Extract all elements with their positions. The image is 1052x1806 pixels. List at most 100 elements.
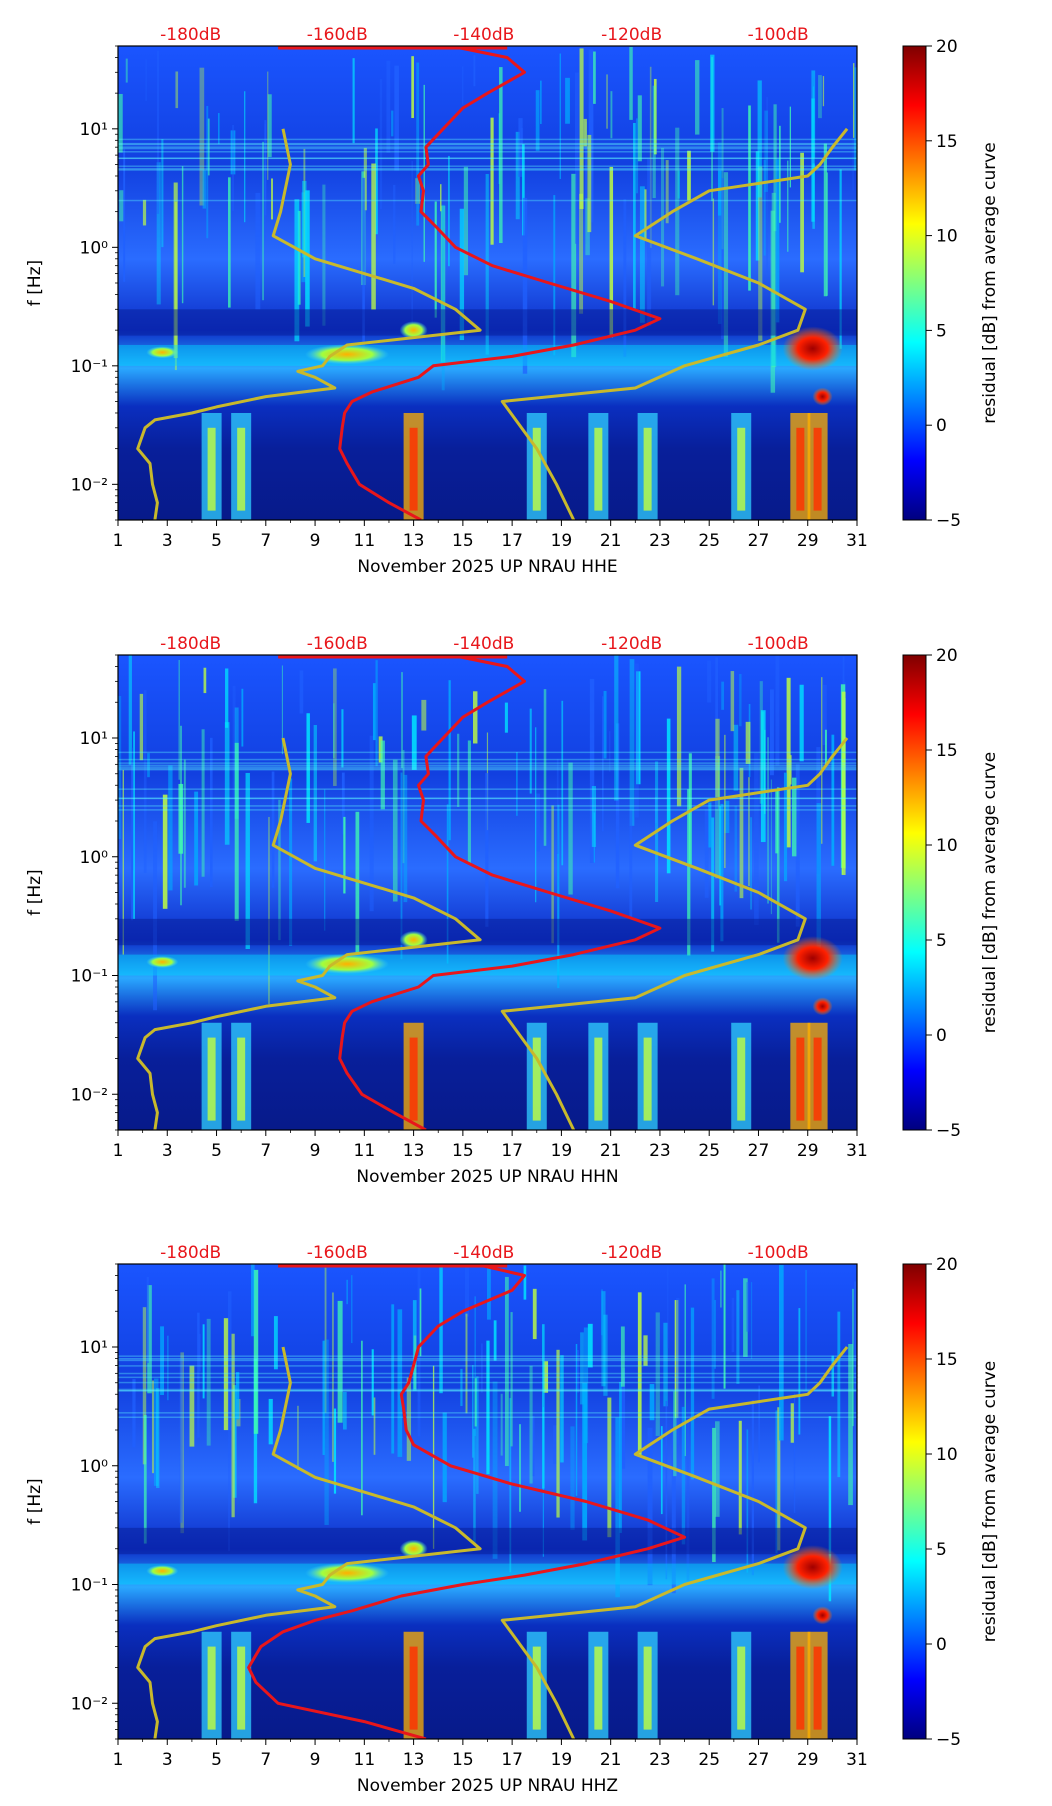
noise-streak — [637, 95, 642, 162]
noise-streak — [579, 48, 584, 209]
x-tick-label: 31 — [846, 531, 868, 551]
noise-streak — [143, 690, 147, 873]
noise-streak — [267, 71, 269, 180]
noise-streak — [721, 178, 724, 340]
hf-line — [118, 762, 857, 764]
noise-streak — [518, 118, 523, 177]
noise-streak — [822, 684, 827, 745]
x-axis-label: November 2025 UP NRAU HHE — [357, 557, 617, 577]
y-tick-label: 10⁻² — [71, 1085, 108, 1105]
noise-streak — [529, 708, 532, 794]
noise-streak — [207, 118, 210, 176]
noise-streak — [341, 772, 345, 835]
x-tick-label: 21 — [600, 531, 622, 551]
noise-streak — [775, 789, 779, 854]
noise-streak — [232, 685, 236, 798]
hf-line — [118, 751, 857, 754]
lf-burst-core — [813, 427, 822, 511]
lf-burst-core — [813, 1037, 822, 1121]
noise-streak — [652, 85, 656, 199]
noise-streak — [607, 1397, 612, 1538]
noise-streak — [118, 93, 123, 153]
noise-streak — [118, 695, 122, 839]
noise-streak — [322, 184, 326, 326]
x-tick-label: 27 — [748, 531, 770, 551]
noise-streak — [181, 166, 184, 304]
lf-burst-core — [737, 427, 746, 511]
y-tick-label: 10¹ — [80, 1338, 108, 1358]
noise-streak — [474, 1296, 476, 1437]
x-tick-label: 27 — [748, 1750, 770, 1770]
spectrogram-image — [118, 1264, 857, 1739]
noise-streak — [302, 180, 307, 258]
x-tick-label: 13 — [403, 531, 425, 551]
noise-streak — [178, 783, 184, 854]
noise-streak — [333, 703, 335, 759]
noise-streak — [629, 46, 633, 120]
noise-streak — [841, 691, 846, 875]
lf-burst-core — [207, 1646, 216, 1730]
panel-hhe: 1 3 5 7 9 11 13 15 17 19 21 23 25 27 29 3110⁻²10⁻¹10⁰10… — [25, 25, 1000, 577]
noise-streak — [440, 205, 446, 363]
noise-streak — [649, 66, 652, 248]
top-db-label: -180dB — [160, 634, 221, 654]
noise-streak — [133, 731, 135, 920]
noise-streak — [606, 74, 608, 129]
y-tick-label: 10⁰ — [80, 848, 109, 868]
hf-line — [118, 788, 857, 790]
microseism-band — [118, 954, 857, 976]
storm-patch — [812, 997, 833, 1016]
microseism-band — [118, 344, 857, 366]
yellow-curve-right — [500, 127, 849, 520]
top-db-label: -140dB — [453, 634, 514, 654]
colorbar-tick-label: 15 — [936, 741, 958, 761]
noise-streak — [341, 709, 344, 768]
noise-streak — [392, 759, 398, 902]
lf-burst-core — [532, 427, 541, 511]
noise-streak — [551, 805, 554, 944]
spectrogram-image — [118, 46, 857, 520]
x-tick-label: 19 — [551, 1141, 573, 1161]
colorbar-label: residual [dB] from average curve — [980, 752, 1000, 1033]
noise-streak — [333, 668, 337, 786]
yellow-curve-right — [500, 1346, 849, 1739]
y-axis-label: f [Hz] — [25, 260, 45, 306]
noise-streak — [346, 1279, 348, 1305]
noise-streak — [305, 190, 310, 327]
noise-streak — [647, 1427, 653, 1586]
noise-streak — [509, 1398, 512, 1573]
colorbar-tick-label: 10 — [936, 836, 958, 856]
red-mean-curve — [338, 46, 662, 520]
noise-streak — [777, 1407, 781, 1551]
noise-streak — [515, 131, 520, 220]
x-tick-label: 7 — [260, 531, 271, 551]
noise-streak — [228, 177, 231, 308]
noise-streak — [173, 182, 178, 359]
hf-line — [118, 1388, 857, 1391]
noise-streak — [719, 806, 722, 906]
yellow-curve-left — [136, 737, 482, 1130]
x-tick-label: 19 — [551, 1750, 573, 1770]
x-tick-label: 31 — [846, 1141, 868, 1161]
top-db-label: -120dB — [601, 634, 662, 654]
storm-patch — [399, 930, 428, 949]
lf-burst-core — [594, 1646, 603, 1730]
noise-streak — [224, 722, 230, 845]
top-db-label: -180dB — [160, 25, 221, 45]
storm-patch — [305, 344, 390, 365]
noise-streak — [787, 160, 789, 252]
noise-streak — [636, 671, 641, 785]
lf-burst-core — [409, 427, 418, 511]
x-tick-label: 29 — [797, 1141, 819, 1161]
lf-burst-core — [237, 427, 246, 511]
noise-streak — [161, 139, 164, 248]
lf-burst-core — [737, 1037, 746, 1121]
hf-line — [118, 768, 857, 771]
x-tick-label: 25 — [698, 531, 720, 551]
noise-streak — [755, 151, 760, 261]
noise-streak — [775, 1410, 778, 1554]
microseism-band — [118, 1563, 857, 1585]
hf-line — [118, 157, 857, 160]
y-tick-label: 10⁻² — [71, 475, 108, 495]
